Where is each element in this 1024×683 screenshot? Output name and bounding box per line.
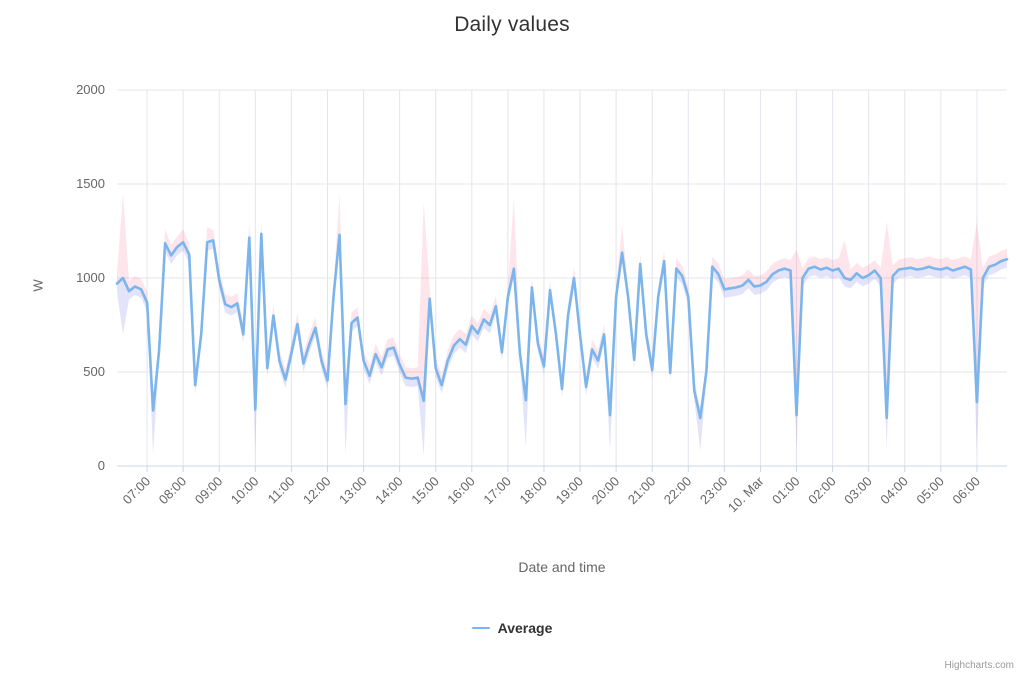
- x-axis-label: 10:00: [228, 474, 262, 508]
- y-axis-label: 500: [83, 364, 105, 379]
- x-axis-label: 01:00: [769, 474, 803, 508]
- x-axis-label: 17:00: [480, 474, 514, 508]
- x-axis-label: 16:00: [444, 474, 478, 508]
- legend: Average: [0, 620, 1024, 636]
- y-axis-label: 1000: [76, 270, 105, 285]
- x-axis-label: 08:00: [156, 474, 190, 508]
- x-axis-label: 18:00: [516, 474, 550, 508]
- y-axis-label: 2000: [76, 82, 105, 97]
- x-axis-label: 03:00: [841, 474, 875, 508]
- x-axis-label: 22:00: [661, 474, 695, 508]
- chart-title: Daily values: [454, 13, 570, 36]
- x-axis-label: 12:00: [300, 474, 334, 508]
- x-axis-label: 20:00: [589, 474, 623, 508]
- x-axis-label: 09:00: [192, 474, 226, 508]
- x-axis-label: 05:00: [913, 474, 947, 508]
- legend-line-marker-icon: [471, 627, 490, 629]
- x-axis-label: 07:00: [120, 474, 154, 508]
- x-axis-label: 14:00: [372, 474, 406, 508]
- x-axis-label: 04:00: [877, 474, 911, 508]
- y-axis-title: W: [30, 279, 46, 292]
- y-axis-label: 0: [98, 458, 105, 473]
- x-axis-label: 11:00: [265, 474, 298, 507]
- credits-link[interactable]: Highcharts.com: [944, 660, 1014, 671]
- x-axis-label: 19:00: [553, 474, 587, 508]
- x-axis-label: 23:00: [697, 474, 731, 508]
- x-axis-label: 10. Mar: [725, 473, 767, 515]
- series-line-average: [115, 232, 1009, 420]
- x-axis-label: 13:00: [336, 474, 370, 508]
- x-axis-title: Date and time: [518, 559, 606, 575]
- legend-item-average[interactable]: Average: [471, 620, 553, 636]
- legend-label: Average: [497, 620, 553, 636]
- x-axis-label: 15:00: [408, 474, 442, 508]
- x-axis-label: 21:00: [625, 474, 659, 508]
- x-axis-label: 02:00: [805, 474, 839, 508]
- y-axis-label: 1500: [76, 176, 105, 191]
- x-axis-label: 06:00: [949, 474, 983, 508]
